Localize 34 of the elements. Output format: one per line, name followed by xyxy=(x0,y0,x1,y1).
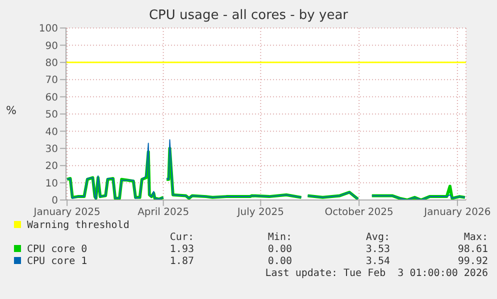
text: Cur: xyxy=(168,232,194,244)
y-tick-label: 10 xyxy=(45,178,58,190)
legend-label: CPU core 0 xyxy=(26,244,88,256)
y-tick-label: 0 xyxy=(52,196,58,207)
text: Min: xyxy=(266,232,292,244)
y-tick-label: 30 xyxy=(45,144,58,155)
legend-label: CPU core 1 xyxy=(26,256,88,268)
y-tick-label: 40 xyxy=(45,126,58,138)
text: 99.92 xyxy=(456,256,488,268)
y-tick-label: 70 xyxy=(45,75,58,86)
x-tick-label: July 2025 xyxy=(236,207,284,218)
text: Last update: Tue Feb 3 01:00:00 2026 xyxy=(264,268,488,280)
y-tick-label: 90 xyxy=(45,40,58,52)
y-axis-title: % xyxy=(6,104,16,117)
text: 0.00 xyxy=(266,244,292,256)
text: 1.93 xyxy=(168,244,194,256)
text: 1.87 xyxy=(168,256,194,268)
y-tick-label: 80 xyxy=(45,58,58,69)
legend-label: Warning threshold xyxy=(26,220,130,232)
x-tick-label: October 2025 xyxy=(324,207,394,218)
text: 3.53 xyxy=(364,244,390,256)
text: 98.61 xyxy=(456,244,488,256)
text: Max: xyxy=(462,232,488,244)
text: 0.00 xyxy=(266,256,292,268)
y-tick-label: 20 xyxy=(45,161,58,172)
x-tick-label: January 2026 xyxy=(423,207,491,218)
text: 3.54 xyxy=(364,256,390,268)
x-tick-label: April 2025 xyxy=(138,207,190,218)
x-tick-label: January 2025 xyxy=(32,207,100,218)
y-tick-label: 100 xyxy=(38,24,58,35)
text: Avg: xyxy=(364,232,390,244)
chart-title: CPU usage - all cores - by year xyxy=(148,8,350,23)
y-tick-label: 50 xyxy=(45,110,58,121)
y-tick-label: 60 xyxy=(45,92,58,104)
